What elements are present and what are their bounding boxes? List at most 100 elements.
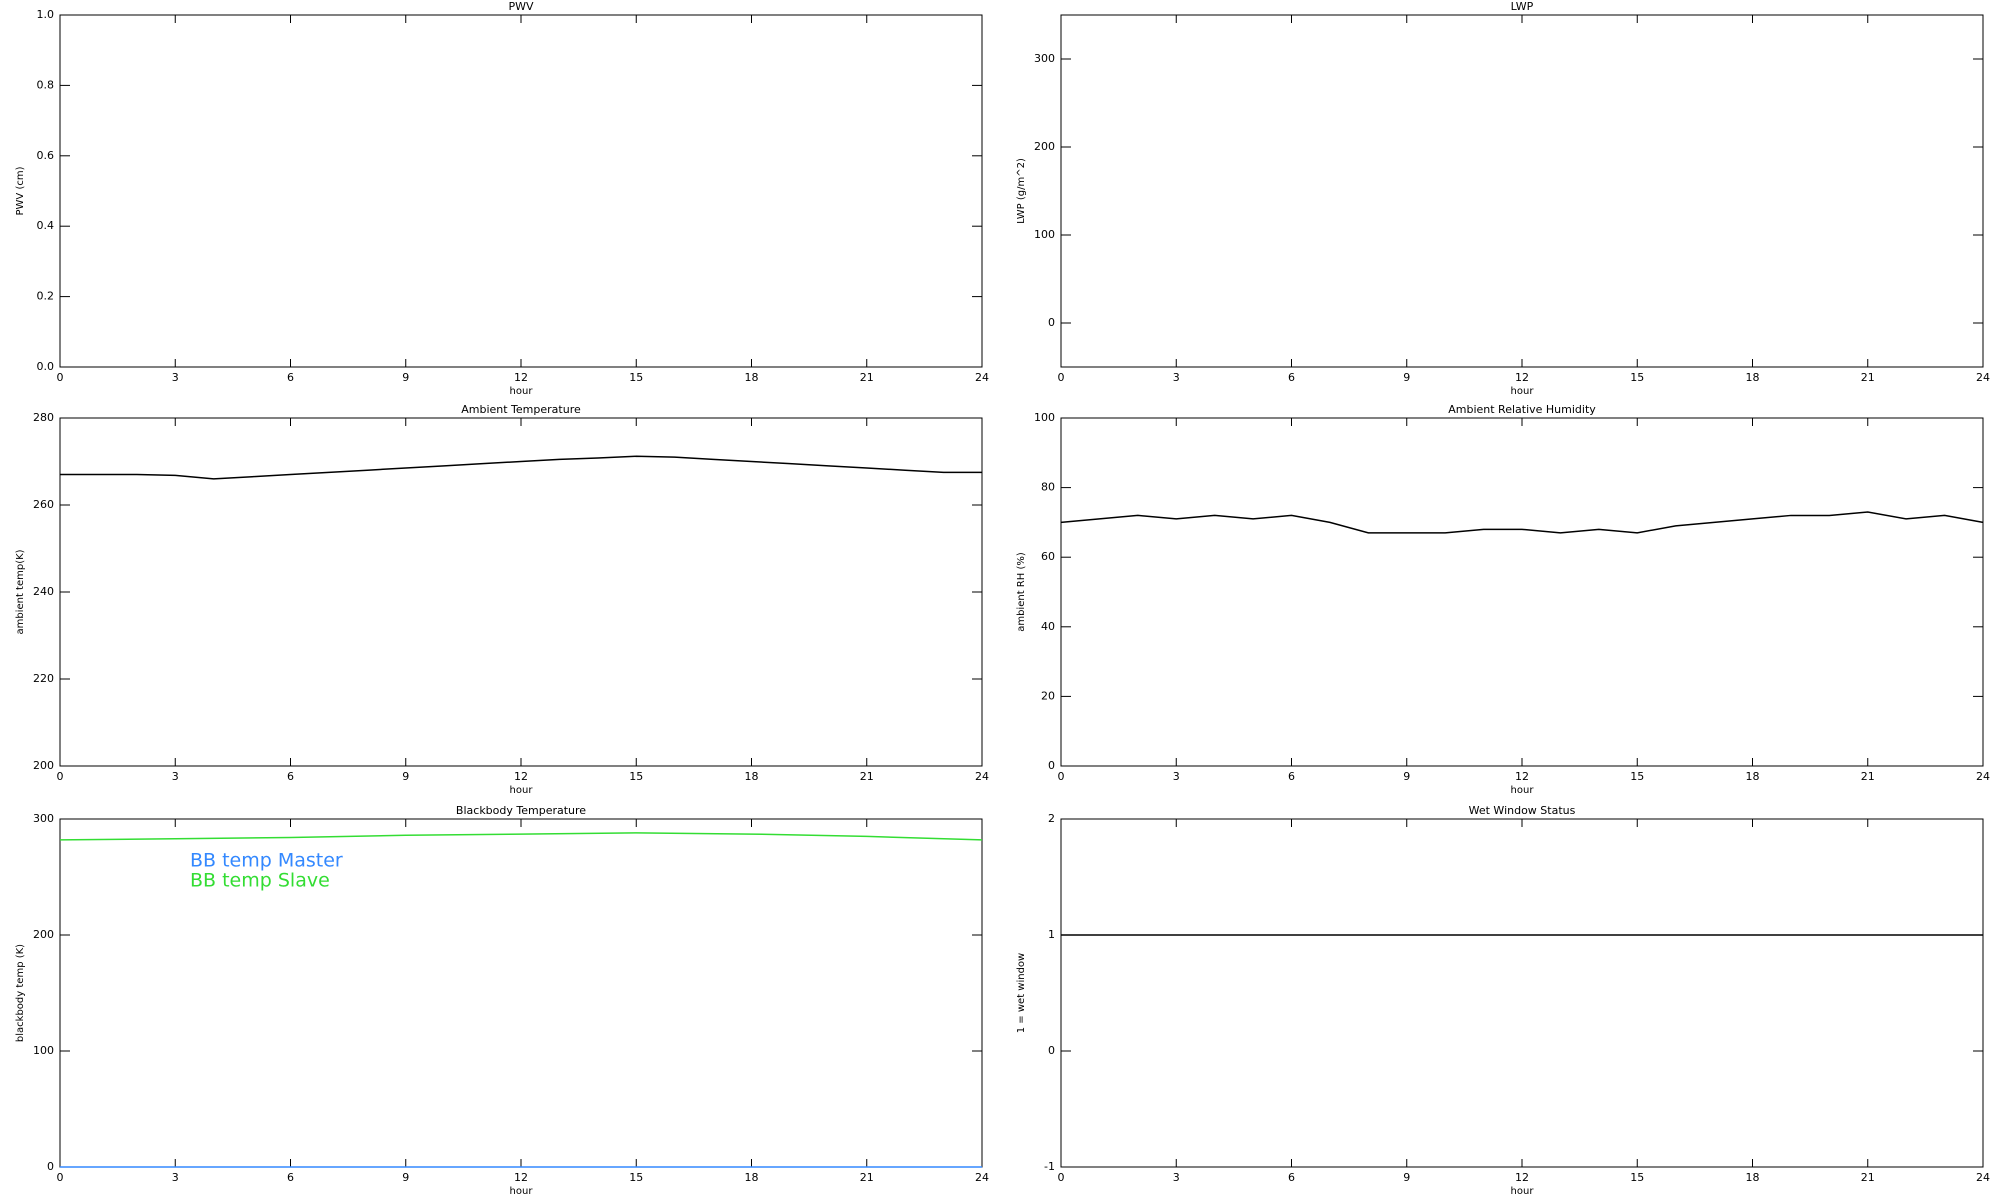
legend-entry: BB temp Slave — [190, 870, 330, 892]
panel: PWV hour PWV (cm) 0 3 6 9 12 15 18 21 24 0.0 0.2 0.4 0.… — [15, 0, 989, 397]
plot-frame — [59, 417, 983, 767]
chart-title: LWP — [1511, 0, 1534, 13]
y-tick-label: 0 — [47, 1160, 54, 1173]
x-tick-label: 9 — [1403, 1171, 1410, 1184]
y-axis-label: LWP (g/m^2) — [1016, 158, 1027, 224]
y-tick-label: 1 — [1048, 928, 1055, 941]
series-line — [59, 832, 983, 841]
x-tick-label: 24 — [975, 1171, 989, 1184]
y-tick-label: 0.6 — [37, 149, 55, 162]
y-tick-label: 100 — [1034, 228, 1055, 241]
x-tick-label: 21 — [860, 1171, 874, 1184]
x-tick-label: 9 — [1403, 371, 1410, 384]
x-tick-label: 15 — [629, 371, 643, 384]
chart-title: Ambient Temperature — [461, 403, 581, 416]
y-tick-label: 200 — [1034, 140, 1055, 153]
y-tick-label: 0 — [1048, 316, 1055, 329]
x-tick-label: 24 — [975, 770, 989, 783]
x-tick-label: 6 — [1288, 770, 1295, 783]
y-tick-label: 0.0 — [37, 360, 55, 373]
chart-title: Ambient Relative Humidity — [1448, 403, 1596, 416]
y-tick-label: 300 — [33, 812, 54, 825]
y-tick-label: 80 — [1041, 481, 1055, 494]
x-tick-label: 24 — [1976, 1171, 1990, 1184]
x-tick-label: 6 — [287, 371, 294, 384]
y-tick-label: 240 — [33, 585, 54, 598]
x-tick-label: 0 — [57, 1171, 64, 1184]
series-line — [1060, 511, 1984, 534]
x-tick-label: 0 — [1058, 770, 1065, 783]
x-tick-label: 15 — [629, 770, 643, 783]
y-tick-label: 260 — [33, 498, 54, 511]
y-axis-label: blackbody temp (K) — [15, 944, 26, 1042]
x-axis-label: hour — [510, 386, 534, 397]
x-tick-label: 12 — [514, 371, 528, 384]
y-axis-label: ambient RH (%) — [1016, 552, 1027, 632]
y-axis-label: ambient temp(K) — [15, 549, 26, 634]
x-axis-label: hour — [1511, 386, 1535, 397]
y-axis-label: 1 = wet window — [1016, 953, 1027, 1033]
legend-entry: BB temp Master — [190, 850, 343, 872]
x-tick-label: 3 — [1173, 371, 1180, 384]
x-tick-label: 15 — [1630, 1171, 1644, 1184]
x-tick-label: 18 — [1746, 1171, 1760, 1184]
x-tick-label: 21 — [860, 371, 874, 384]
x-tick-label: 9 — [402, 371, 409, 384]
plot-frame — [1060, 417, 1984, 767]
panel: Ambient Temperature hour ambient temp(K) 0 3… — [15, 403, 989, 796]
x-tick-label: 15 — [1630, 770, 1644, 783]
y-tick-label: 280 — [33, 411, 54, 424]
y-tick-label: 0.4 — [37, 219, 55, 232]
y-axis-label: PWV (cm) — [15, 166, 26, 215]
x-tick-label: 12 — [1515, 1171, 1529, 1184]
x-tick-label: 6 — [287, 1171, 294, 1184]
x-tick-label: 12 — [1515, 770, 1529, 783]
x-tick-label: 12 — [514, 770, 528, 783]
x-tick-label: 21 — [860, 770, 874, 783]
x-tick-label: 9 — [1403, 770, 1410, 783]
panel: Ambient Relative Humidity hour ambient RH … — [1016, 403, 1990, 796]
x-tick-label: 3 — [172, 1171, 179, 1184]
x-tick-label: 21 — [1861, 1171, 1875, 1184]
x-tick-label: 0 — [1058, 1171, 1065, 1184]
x-tick-label: 15 — [629, 1171, 643, 1184]
x-tick-label: 12 — [1515, 371, 1529, 384]
chart-title: PWV — [508, 0, 534, 13]
x-tick-label: 6 — [287, 770, 294, 783]
x-tick-label: 9 — [402, 770, 409, 783]
x-tick-label: 6 — [1288, 1171, 1295, 1184]
x-tick-label: 3 — [1173, 1171, 1180, 1184]
panel: Wet Window Status hour 1 = wet window 0 3 6 9 1… — [1016, 804, 1990, 1197]
plot-frame — [1060, 818, 1984, 1168]
y-tick-label: 200 — [33, 759, 54, 772]
y-tick-label: 220 — [33, 672, 54, 685]
y-tick-label: 2 — [1048, 812, 1055, 825]
plot-frame — [59, 14, 983, 368]
y-tick-label: 0 — [1048, 1044, 1055, 1057]
x-tick-label: 0 — [1058, 371, 1065, 384]
x-tick-label: 18 — [745, 1171, 759, 1184]
y-tick-label: 1.0 — [37, 8, 55, 21]
x-axis-label: hour — [1511, 785, 1535, 796]
y-tick-label: 0 — [1048, 759, 1055, 772]
plot-frame — [1060, 14, 1984, 368]
x-tick-label: 18 — [745, 371, 759, 384]
y-tick-label: 0.2 — [37, 290, 55, 303]
panel: LWP hour LWP (g/m^2) 0 3 6 9 12 15 18 21 24 0 100 200 3… — [1016, 0, 1990, 397]
x-tick-label: 9 — [402, 1171, 409, 1184]
series-line — [60, 455, 982, 480]
x-tick-label: 12 — [514, 1171, 528, 1184]
y-tick-label: 300 — [1034, 52, 1055, 65]
x-tick-label: 21 — [1861, 371, 1875, 384]
y-tick-label: 20 — [1041, 689, 1055, 702]
x-tick-label: 6 — [1288, 371, 1295, 384]
x-tick-label: 15 — [1630, 371, 1644, 384]
y-tick-label: 40 — [1041, 620, 1055, 633]
x-tick-label: 18 — [1746, 371, 1760, 384]
chart-title: Blackbody Temperature — [456, 804, 586, 817]
x-tick-label: 21 — [1861, 770, 1875, 783]
chart-title: Wet Window Status — [1469, 804, 1576, 817]
x-axis-label: hour — [1511, 1186, 1535, 1197]
y-tick-label: 60 — [1041, 550, 1055, 563]
